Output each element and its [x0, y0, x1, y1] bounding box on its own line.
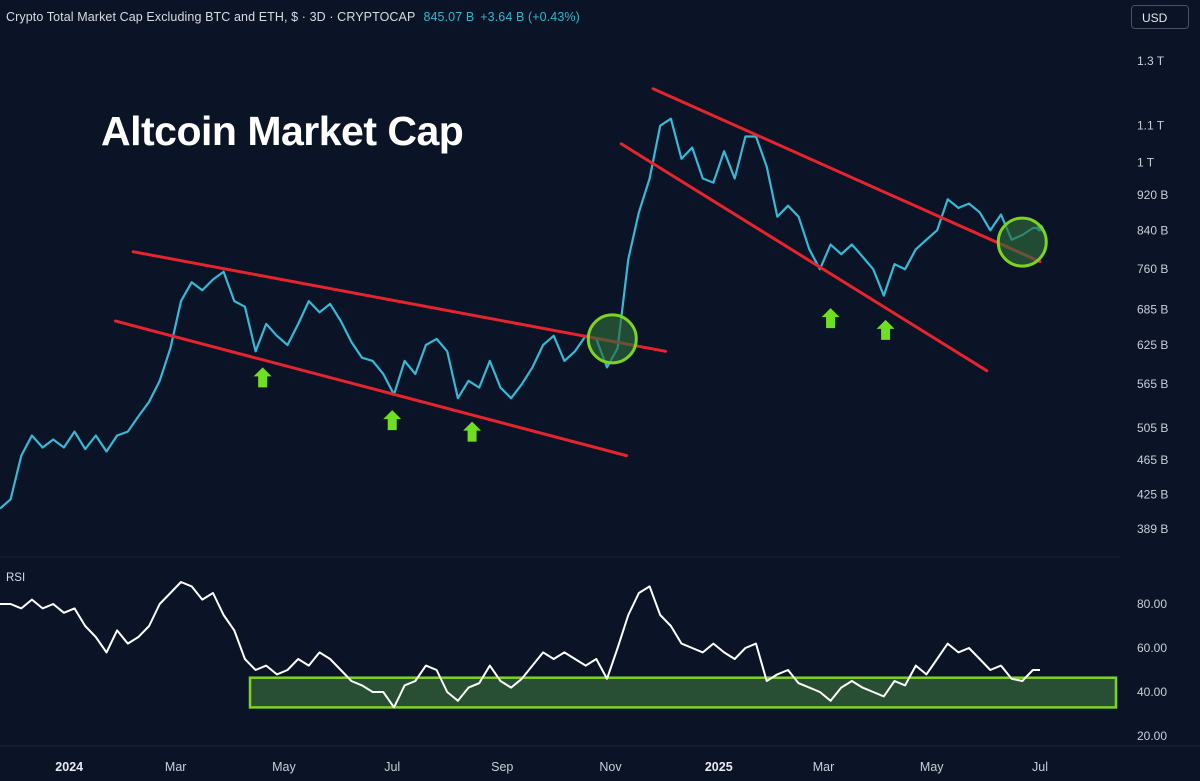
price-tick-label: 1.3 T	[1137, 54, 1165, 68]
time-tick-label: May	[920, 760, 944, 774]
support-arrow-icon	[253, 367, 272, 388]
rsi-tick-label: 60.00	[1137, 641, 1167, 655]
breakout-circle	[586, 313, 638, 365]
time-tick-label: Sep	[491, 760, 513, 774]
time-tick-label: May	[272, 760, 296, 774]
price-tick-label: 465 B	[1137, 453, 1168, 467]
support-arrow-icon	[383, 410, 402, 431]
price-tick-label: 760 B	[1137, 262, 1168, 276]
support-arrow-icon	[821, 308, 840, 329]
price-tick-label: 389 B	[1137, 522, 1168, 536]
trendline	[619, 142, 989, 373]
rsi-tick-label: 40.00	[1137, 685, 1167, 699]
trendline	[113, 319, 628, 458]
rsi-pane-label: RSI	[6, 572, 26, 584]
support-arrow-icon	[876, 319, 895, 340]
rsi-pane[interactable]	[0, 581, 1118, 709]
time-tick-label: Nov	[599, 760, 622, 774]
price-tick-label: 565 B	[1137, 377, 1168, 391]
price-series-line	[0, 117, 1040, 510]
symbol-header: Crypto Total Market Cap Excluding BTC an…	[6, 10, 580, 24]
price-tick-label: 505 B	[1137, 421, 1168, 435]
time-axis: 2024 Mar May Jul Sep Nov 2025 Mar May Jul	[55, 760, 1048, 774]
time-tick-label: Jul	[384, 760, 400, 774]
time-tick-label: 2025	[705, 760, 733, 774]
time-tick-label: Mar	[813, 760, 835, 774]
support-arrow-icon	[463, 421, 482, 442]
price-tick-label: 425 B	[1137, 488, 1168, 502]
time-tick-label: 2024	[55, 760, 83, 774]
time-tick-label: Mar	[165, 760, 187, 774]
symbol-title: Crypto Total Market Cap Excluding BTC an…	[6, 10, 416, 24]
trendline	[131, 250, 668, 353]
breakout-circle	[996, 216, 1048, 268]
price-tick-label: 920 B	[1137, 188, 1168, 202]
price-tick-label: 625 B	[1137, 338, 1168, 352]
price-pane[interactable]	[0, 87, 1048, 510]
last-price: 845.07 B	[423, 10, 475, 24]
price-tick-label: 840 B	[1137, 223, 1168, 237]
annotation-title: Altcoin Market Cap	[101, 108, 464, 154]
currency-button[interactable]: USD	[1131, 5, 1189, 29]
rsi-tick-label: 80.00	[1137, 597, 1167, 611]
trendline	[651, 87, 1042, 264]
time-tick-label: Jul	[1032, 760, 1048, 774]
rsi-tick-label: 20.00	[1137, 729, 1167, 743]
rsi-support-zone	[248, 676, 1118, 709]
rsi-axis: 80.00 60.00 40.00 20.00	[1137, 597, 1167, 743]
price-change: +3.64 B (+0.43%)	[480, 10, 580, 24]
price-tick-label: 685 B	[1137, 302, 1168, 316]
price-tick-label: 1.1 T	[1137, 119, 1165, 133]
price-tick-label: 1 T	[1137, 156, 1155, 170]
price-axis: 1.3 T 1.1 T 1 T 920 B 840 B 760 B 685 B 625 B 56…	[1137, 54, 1168, 536]
rsi-series-line	[0, 581, 1040, 709]
